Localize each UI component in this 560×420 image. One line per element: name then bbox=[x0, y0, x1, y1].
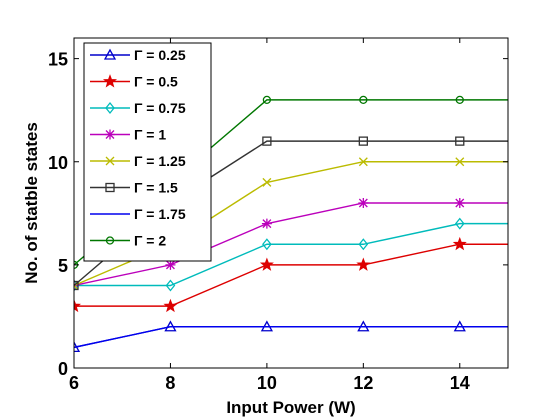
data-point bbox=[356, 257, 371, 271]
data-point bbox=[454, 217, 465, 230]
series-line bbox=[74, 243, 508, 307]
legend-label: Γ = 1.5 bbox=[134, 180, 178, 196]
data-point bbox=[105, 182, 115, 193]
x-tick-label: 14 bbox=[450, 373, 470, 393]
data-point bbox=[74, 298, 81, 313]
data-point bbox=[359, 95, 368, 105]
data-point bbox=[358, 157, 368, 167]
data-point bbox=[358, 136, 368, 146]
y-tick-label: 15 bbox=[48, 50, 68, 70]
data-point bbox=[262, 136, 272, 146]
y-tick-label: 5 bbox=[58, 256, 68, 276]
data-point bbox=[358, 238, 369, 251]
x-tick-label: 8 bbox=[165, 373, 175, 393]
data-point bbox=[102, 74, 118, 88]
legend-label: Γ = 0.5 bbox=[134, 74, 178, 90]
x-tick-label: 10 bbox=[257, 373, 277, 393]
legend-entry: Γ = 0.75 bbox=[90, 100, 186, 116]
data-point bbox=[165, 279, 176, 292]
data-point bbox=[103, 48, 117, 60]
series-line bbox=[74, 222, 508, 287]
plot-frame bbox=[73, 37, 509, 369]
x-axis-label: Input Power (W) bbox=[226, 398, 355, 417]
data-point bbox=[105, 156, 115, 166]
data-point bbox=[452, 236, 467, 251]
data-point bbox=[455, 136, 465, 146]
x-tick-label: 12 bbox=[353, 373, 373, 393]
series-6 bbox=[74, 326, 508, 349]
data-point bbox=[74, 280, 79, 291]
legend-label: Γ = 1.25 bbox=[134, 153, 186, 169]
series-1 bbox=[74, 236, 508, 313]
legend-entry: Γ = 0.5 bbox=[90, 74, 178, 90]
data-point bbox=[165, 259, 176, 270]
legend-entry: Γ = 1 bbox=[90, 127, 166, 143]
legend-label: Γ = 0.25 bbox=[134, 47, 186, 63]
series-3 bbox=[74, 198, 508, 291]
data-point bbox=[455, 157, 465, 167]
data-point bbox=[261, 218, 272, 229]
data-point bbox=[259, 257, 274, 271]
data-point bbox=[105, 236, 115, 245]
legend-entry: Γ = 2 bbox=[90, 233, 166, 249]
legend-label: Γ = 0.75 bbox=[134, 100, 186, 116]
y-tick-label: 10 bbox=[48, 153, 68, 173]
data-point bbox=[454, 198, 465, 208]
legend-entry: Γ = 1.75 bbox=[90, 206, 186, 222]
legend-entry: Γ = 1.5 bbox=[90, 180, 178, 196]
data-point bbox=[455, 95, 464, 105]
legend-label: Γ = 1.75 bbox=[134, 206, 186, 222]
legend-entry: Γ = 1.25 bbox=[90, 153, 186, 169]
data-point bbox=[358, 198, 369, 208]
legend-entry: Γ = 0.25 bbox=[90, 47, 186, 63]
y-axis-label: No. of statble states bbox=[22, 122, 41, 284]
legend-label: Γ = 1 bbox=[134, 127, 166, 143]
data-point bbox=[163, 298, 178, 313]
data-point bbox=[105, 129, 115, 140]
data-point bbox=[262, 238, 272, 251]
x-tick-label: 6 bbox=[69, 373, 79, 393]
data-point bbox=[262, 177, 272, 187]
data-point bbox=[262, 95, 272, 105]
series-line bbox=[74, 326, 508, 349]
ticks-layer: 6 8 10 12 14 0 5 10 15 bbox=[48, 38, 508, 393]
series-line bbox=[74, 326, 508, 349]
y-tick-label: 0 bbox=[58, 359, 68, 379]
series-line bbox=[74, 202, 508, 287]
data-point bbox=[105, 101, 115, 115]
legend: Γ = 0.25 Γ = 0.5 Γ = 0.75 Γ = 1 Γ = 1.25 Γ = … bbox=[83, 42, 212, 262]
legend-label: Γ = 2 bbox=[134, 233, 166, 249]
